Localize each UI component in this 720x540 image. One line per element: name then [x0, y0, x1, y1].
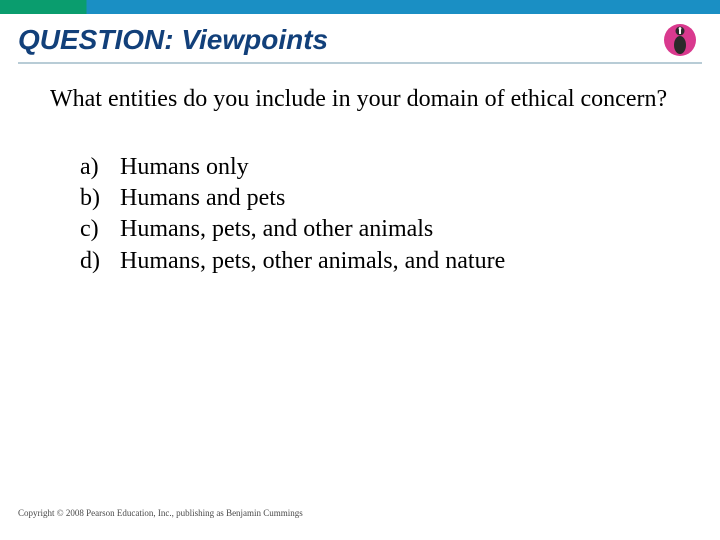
- title-underline: [18, 62, 702, 64]
- option-letter: c): [80, 214, 120, 245]
- option-row: d) Humans, pets, other animals, and natu…: [80, 246, 680, 277]
- option-text: Humans, pets, other animals, and nature: [120, 246, 680, 277]
- title-area: QUESTION: Viewpoints: [0, 14, 720, 70]
- option-row: a) Humans only: [80, 152, 680, 183]
- option-letter: a): [80, 152, 120, 183]
- option-text: Humans, pets, and other animals: [120, 214, 680, 245]
- question-text: What entities do you include in your dom…: [0, 70, 720, 114]
- option-letter: d): [80, 246, 120, 277]
- publisher-logo-icon: [662, 22, 698, 58]
- option-text: Humans only: [120, 152, 680, 183]
- options-list: a) Humans only b) Humans and pets c) Hum…: [0, 114, 720, 277]
- slide-title: QUESTION: Viewpoints: [18, 24, 702, 56]
- option-letter: b): [80, 183, 120, 214]
- top-accent-bar: [0, 0, 720, 14]
- option-row: c) Humans, pets, and other animals: [80, 214, 680, 245]
- option-text: Humans and pets: [120, 183, 680, 214]
- copyright-text: Copyright © 2008 Pearson Education, Inc.…: [18, 508, 303, 518]
- option-row: b) Humans and pets: [80, 183, 680, 214]
